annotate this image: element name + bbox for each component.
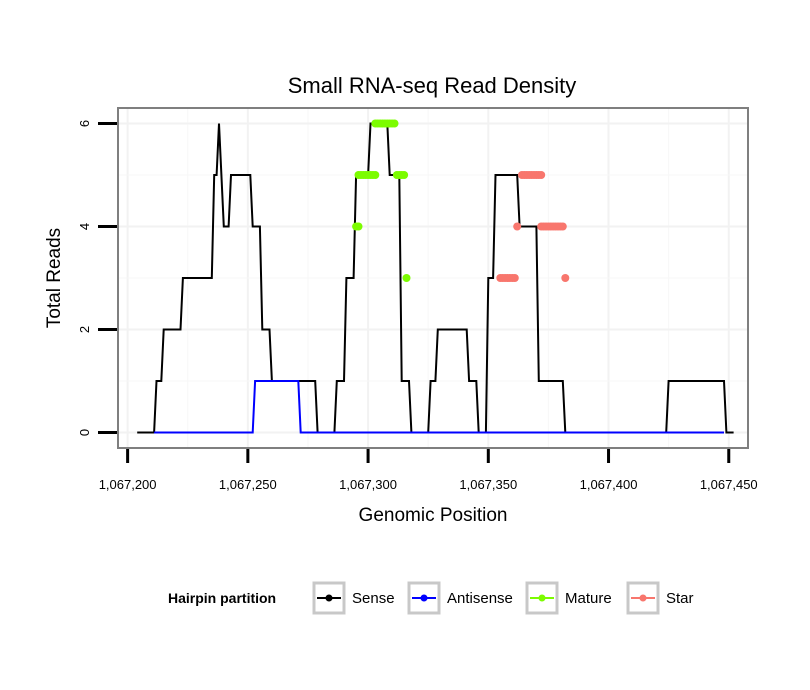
series-star-point — [537, 171, 546, 179]
x-tick-label: 1,067,250 — [219, 477, 277, 492]
y-tick-label: 2 — [77, 326, 92, 333]
x-tick-label: 1,067,350 — [459, 477, 517, 492]
series-star-point — [513, 222, 522, 231]
series-antisense-line — [154, 380, 724, 434]
x-axis: 1,067,200 1,067,250 1,067,300 1,067,350 1,06… — [99, 449, 758, 492]
x-tick-label: 1,067,300 — [339, 477, 397, 492]
chart-title: Small RNA-seq Read Density — [288, 73, 577, 98]
x-tick-label: 1,067,400 — [580, 477, 638, 492]
series-sense-line — [137, 122, 734, 434]
legend-label-mature: Mature — [565, 590, 612, 607]
legend-label-star: Star — [666, 590, 694, 607]
plot-panel-border — [117, 107, 749, 449]
legend-label-antisense: Antisense — [447, 590, 513, 607]
y-axis: 0 2 4 6 — [77, 120, 117, 436]
x-axis-title: Genomic Position — [359, 505, 508, 526]
series-layer — [137, 119, 734, 434]
y-axis-title: Total Reads — [44, 228, 65, 328]
x-tick-label: 1,067,450 — [700, 477, 758, 492]
series-star-point — [510, 274, 519, 282]
legend-key-dot-antisense — [420, 594, 428, 602]
series-mature-point — [354, 222, 363, 231]
series-mature-point — [402, 274, 411, 282]
x-tick-label: 1,067,200 — [99, 477, 157, 492]
legend: Hairpin partition Sense Antisense Mature St… — [168, 581, 694, 615]
series-mature-point — [371, 171, 380, 179]
legend-key-dot-star — [639, 594, 647, 602]
series-mature-point — [400, 171, 409, 179]
y-tick-label: 0 — [77, 429, 92, 436]
legend-key-dot-mature — [538, 594, 546, 602]
y-tick-label: 4 — [77, 223, 92, 230]
series-star-point — [558, 222, 567, 231]
legend-label-sense: Sense — [352, 590, 395, 607]
legend-key-dot-sense — [325, 594, 333, 602]
series-star-point — [561, 274, 570, 282]
y-tick-label: 6 — [77, 120, 92, 127]
series-mature-point — [390, 119, 399, 128]
legend-title: Hairpin partition — [168, 590, 276, 606]
